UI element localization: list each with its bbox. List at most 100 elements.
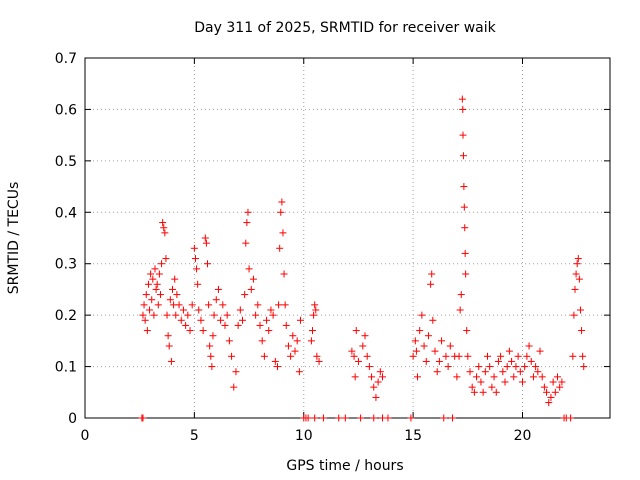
data-points [138, 95, 588, 422]
data-point [265, 327, 273, 335]
data-point [173, 291, 181, 299]
data-point [141, 316, 149, 324]
data-point [379, 373, 386, 381]
data-point [414, 373, 421, 381]
data-point [457, 291, 465, 299]
data-point [313, 352, 321, 360]
data-point [230, 383, 238, 391]
y-tick-label: 0.6 [55, 102, 77, 118]
data-point [352, 327, 360, 335]
data-point [179, 306, 187, 314]
grid-lines [85, 58, 610, 418]
data-point [547, 393, 555, 401]
data-point [418, 311, 426, 319]
data-point [276, 244, 284, 252]
data-point [219, 301, 227, 309]
data-point [269, 311, 277, 319]
data-point [370, 383, 378, 391]
data-point [575, 275, 583, 283]
data-point [279, 229, 287, 237]
x-tick-label: 15 [404, 428, 422, 444]
data-point [166, 296, 174, 304]
data-point [151, 265, 159, 273]
data-point [247, 285, 255, 293]
data-point [516, 368, 524, 376]
data-point [245, 265, 253, 273]
data-point [254, 301, 262, 309]
data-point [479, 388, 487, 396]
data-point [440, 414, 448, 422]
data-point [514, 352, 522, 360]
data-point [212, 296, 220, 304]
data-point [341, 414, 349, 422]
data-point [150, 311, 158, 319]
data-point [576, 306, 584, 314]
data-point [242, 239, 250, 247]
data-point [578, 327, 586, 335]
data-point [289, 332, 297, 340]
data-point [545, 399, 553, 407]
data-point [160, 224, 168, 232]
data-point [416, 327, 424, 335]
data-point [152, 285, 160, 293]
data-point [486, 363, 494, 371]
data-point [319, 414, 327, 422]
data-point [232, 368, 240, 376]
data-point [182, 321, 190, 329]
data-point [140, 301, 148, 309]
data-point [214, 285, 222, 293]
data-point [147, 270, 155, 278]
data-point [572, 270, 580, 278]
data-point [243, 219, 251, 227]
data-point [532, 363, 540, 371]
data-point [422, 357, 430, 365]
data-point [191, 255, 199, 263]
data-point [271, 357, 279, 365]
data-point [409, 352, 417, 360]
data-point [293, 337, 301, 345]
data-point [275, 301, 283, 309]
data-point [459, 131, 467, 139]
data-point [438, 337, 446, 345]
data-point [280, 270, 288, 278]
data-point [156, 291, 164, 299]
data-point [571, 285, 579, 293]
data-point [442, 352, 450, 360]
data-point [161, 229, 169, 237]
data-point [525, 342, 533, 350]
data-point [284, 342, 292, 350]
data-point [420, 342, 428, 350]
y-axis-label: SRMTID / TECUs [6, 182, 22, 295]
data-point [449, 414, 456, 422]
data-point [172, 311, 180, 319]
data-point [580, 363, 588, 371]
data-point [350, 352, 358, 360]
data-point [197, 316, 205, 324]
data-point [536, 347, 544, 355]
data-point [461, 249, 469, 257]
data-point [365, 363, 373, 371]
data-point [492, 388, 500, 396]
data-point [263, 316, 271, 324]
data-point [208, 363, 216, 371]
data-point [207, 352, 215, 360]
data-point [556, 383, 564, 391]
data-point [435, 357, 443, 365]
data-point [363, 352, 371, 360]
data-point [460, 203, 468, 211]
data-point [210, 311, 218, 319]
data-point [193, 265, 201, 273]
data-point [260, 352, 268, 360]
y-tick-label: 0.2 [55, 308, 77, 324]
data-point [361, 332, 369, 340]
data-point [523, 352, 531, 360]
data-point [146, 306, 154, 314]
data-point [567, 414, 575, 422]
data-point [287, 352, 295, 360]
data-point [412, 347, 420, 355]
data-point [368, 373, 376, 381]
data-point [204, 260, 211, 268]
data-point [184, 311, 192, 319]
data-point [503, 363, 511, 371]
